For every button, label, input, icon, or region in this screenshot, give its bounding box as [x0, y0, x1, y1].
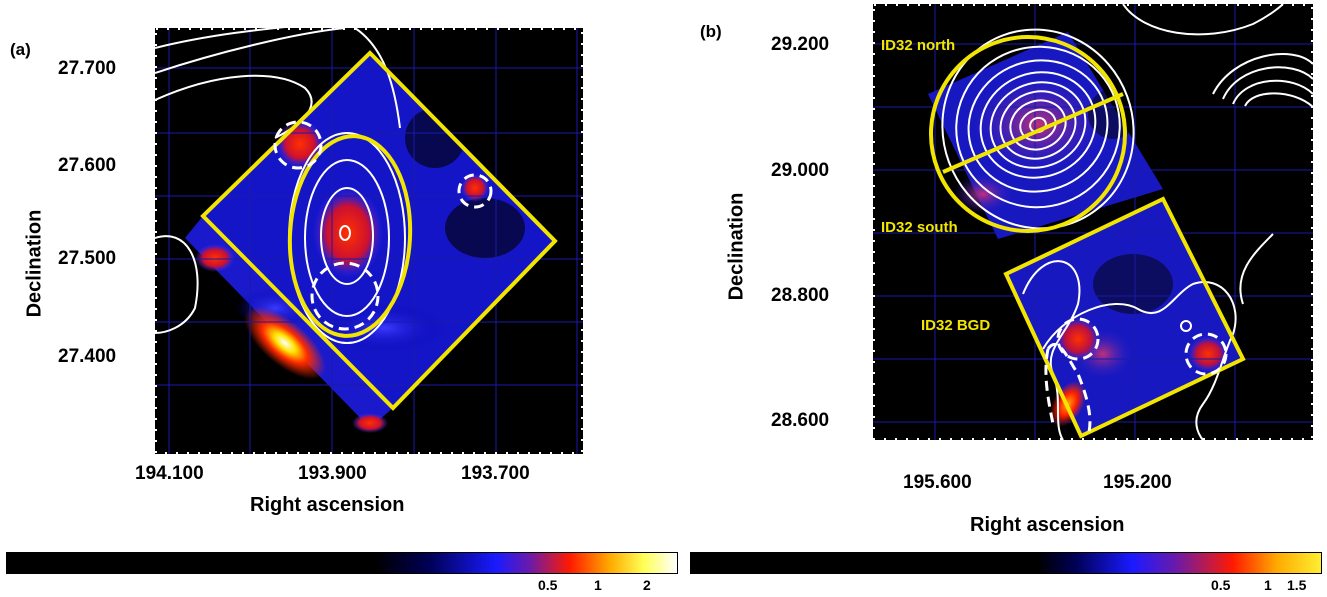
- panel-b-colorbar: [690, 552, 1322, 574]
- panel-a-colorbar-tick: 1: [594, 577, 602, 593]
- panel-a-x-tick: 193.700: [461, 463, 530, 484]
- panel-b-y-tick: 28.800: [771, 285, 830, 306]
- panel-a-y-tick: 27.600: [58, 155, 117, 176]
- panel-a-y-axis-title: Declination: [23, 209, 46, 318]
- panel-a-y-tick: 27.400: [58, 346, 117, 367]
- panel-b-label-north: ID32 north: [881, 37, 955, 54]
- panel-b-excluded-source: [1056, 317, 1100, 361]
- panel-a-colorbar: [6, 552, 678, 574]
- panel-a-x-axis-title: Right ascension: [250, 494, 405, 516]
- panel-b-contour: [941, 28, 1135, 230]
- panel-b-y-tick: 28.600: [771, 410, 830, 431]
- panel-a-excluded-source: [310, 261, 380, 331]
- panel-b-background-box: [1003, 196, 1246, 439]
- panel-b-excluded-source: [1184, 332, 1228, 376]
- panel-a-x-tick: 194.100: [135, 463, 204, 484]
- panel-a-image: [155, 28, 583, 454]
- panel-b-background-block: [1006, 199, 1243, 436]
- panel-b-label-bgd: ID32 BGD: [921, 317, 990, 334]
- panel-b-north-south-divider: [942, 92, 1124, 174]
- panel-a-letter: (a): [10, 40, 31, 59]
- panel-b-x-axis-title: Right ascension: [970, 514, 1125, 536]
- panel-b-x-tick: 195.200: [1103, 472, 1172, 493]
- panel-b-label-south: ID32 south: [881, 219, 958, 236]
- panel-b-letter: (b): [700, 22, 722, 41]
- panel-a-source-region-box: [200, 50, 558, 411]
- panel-b-y-tick: 29.000: [771, 160, 830, 181]
- panel-b-colorbar-tick: 1.5: [1287, 577, 1307, 593]
- panel-b-image: ID32 north ID32 south ID32 BGD: [873, 4, 1313, 440]
- panel-a-excluded-source: [457, 173, 493, 209]
- panel-b-y-tick: 29.200: [771, 34, 830, 55]
- panel-a-source-ellipse: [287, 134, 413, 338]
- panel-a-colorbar-tick: 2: [643, 577, 651, 593]
- panel-a-y-tick: 27.700: [58, 58, 117, 79]
- panel-a-excluded-source: [273, 120, 323, 170]
- panel-a-x-tick: 193.900: [298, 463, 367, 484]
- panel-b-y-axis-title: Declination: [725, 192, 748, 301]
- panel-a-y-tick: 27.500: [58, 248, 117, 269]
- panel-b-x-tick: 195.600: [903, 472, 972, 493]
- panel-b-north-south-circle: [929, 35, 1127, 233]
- panel-b-colorbar-tick: 0.5: [1211, 577, 1231, 593]
- panel-b-colorbar-tick: 1: [1264, 577, 1272, 593]
- panel-a-colorbar-tick: 0.5: [538, 577, 558, 593]
